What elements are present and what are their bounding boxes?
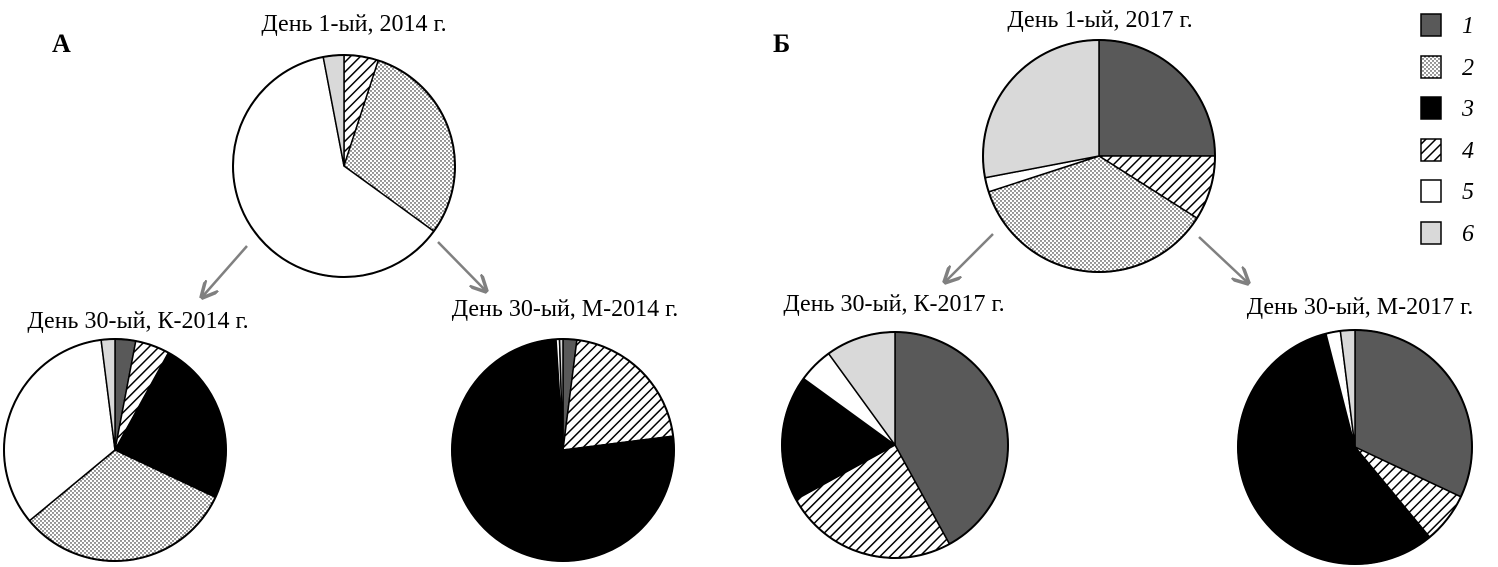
legend-swatch-1 [1420, 13, 1442, 37]
pie-outline [982, 39, 1216, 273]
legend-label-4: 4 [1462, 138, 1474, 164]
pie-title-day30-m-2014: День 30-ый, М-2014 г. [452, 296, 679, 322]
arrow-to-m-2017 [1198, 236, 1247, 282]
pie-outline [781, 331, 1009, 559]
pie-day30-k-2014 [3, 338, 227, 562]
pie-slice-1 [1098, 39, 1216, 157]
arrow-to-k-2014 [203, 245, 248, 296]
pie-day1-2014 [232, 54, 456, 278]
panel-label-a: А [52, 29, 71, 58]
pie-outline [1237, 329, 1473, 565]
legend-label-5: 5 [1462, 179, 1474, 205]
pie-day30-m-2017 [1237, 329, 1473, 565]
legend-label-6: 6 [1462, 221, 1474, 247]
pie-slice-4 [562, 339, 674, 451]
pie-day30-m-2014 [451, 338, 675, 562]
pie-outline [451, 338, 675, 562]
legend-swatch-4 [1420, 138, 1442, 162]
pie-day30-k-2017 [781, 331, 1009, 559]
legend-label-1: 1 [1462, 13, 1474, 39]
pie-title-day1-2014: День 1-ый, 2014 г. [261, 11, 446, 37]
legend-swatch-6 [1420, 221, 1442, 245]
arrow-to-m-2014 [437, 241, 485, 290]
panel-label-b: Б [773, 29, 790, 58]
legend-swatch-3 [1420, 96, 1442, 120]
pie-title-day30-k-2017: День 30-ый, К-2017 г. [783, 291, 1004, 317]
legend: 1 2 3 4 5 6 [1420, 13, 1474, 247]
pie-outline [232, 54, 456, 278]
pie-slice-6 [982, 39, 1100, 179]
legend-swatch-5 [1420, 179, 1442, 203]
legend-label-3: 3 [1461, 96, 1474, 122]
arrows [203, 233, 1247, 296]
arrow-to-k-2017 [946, 233, 994, 281]
legend-swatch-2 [1420, 55, 1442, 79]
pie-outline [3, 338, 227, 562]
legend-label-2: 2 [1462, 55, 1474, 81]
pie-day1-2017 [982, 39, 1216, 273]
pie-title-day30-k-2014: День 30-ый, К-2014 г. [27, 308, 248, 334]
pie-title-day30-m-2017: День 30-ый, М-2017 г. [1247, 294, 1474, 320]
pie-title-day1-2017: День 1-ый, 2017 г. [1007, 7, 1192, 33]
